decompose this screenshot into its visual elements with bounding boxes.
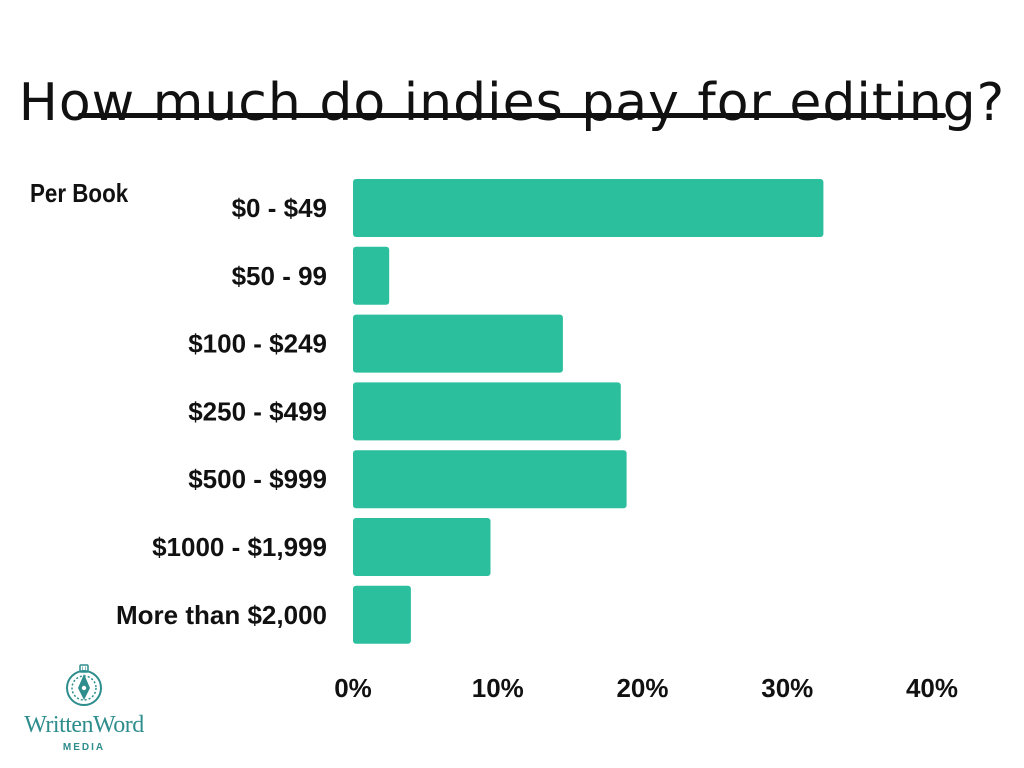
tick-label-4: 40% (906, 673, 958, 703)
logo-wordmark: WrittenWord (24, 712, 144, 738)
category-label-4: $500 - $999 (188, 464, 327, 494)
svg-text:U: U (82, 667, 86, 673)
tick-label-3: 30% (761, 673, 813, 703)
group-label: Per Book (30, 178, 129, 208)
chart-title: How much do indies pay for editing? (18, 72, 1006, 133)
bar-4 (353, 450, 627, 509)
writtenword-logo: U WrittenWord MEDIA (14, 662, 154, 762)
tick-label-2: 20% (616, 673, 668, 703)
tick-label-1: 10% (472, 673, 524, 703)
category-label-2: $100 - $249 (188, 329, 327, 359)
category-label-6: More than $2,000 (116, 600, 327, 630)
category-label-5: $1000 - $1,999 (152, 532, 327, 562)
bar-3 (353, 382, 621, 441)
category-label-3: $250 - $499 (188, 396, 327, 426)
logo-subtext: MEDIA (62, 742, 106, 753)
bar-2 (353, 314, 563, 373)
bar-1 (353, 246, 390, 305)
bar-0 (353, 179, 824, 237)
title-underline (78, 113, 946, 118)
tick-label-0: 0% (334, 673, 372, 703)
category-label-0: $0 - $49 (232, 193, 327, 223)
bar-6 (353, 585, 411, 644)
category-label-1: $50 - 99 (232, 261, 327, 291)
bars-group (353, 179, 824, 644)
pen-nib-icon: U (66, 664, 102, 706)
tick-labels-group: 0% 10% 20% 30% 40% (334, 673, 958, 703)
category-labels-group: $0 - $49 $50 - 99 $100 - $249 $250 - $499 $5… (116, 193, 327, 630)
bar-5 (353, 518, 491, 576)
